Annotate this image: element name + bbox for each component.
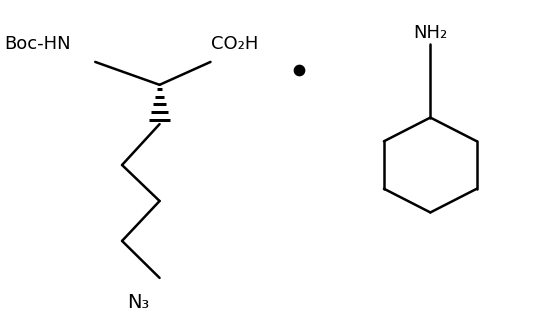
Text: NH₂: NH₂ bbox=[413, 24, 447, 42]
Text: Boc-HN: Boc-HN bbox=[4, 35, 71, 53]
Text: N₃: N₃ bbox=[127, 293, 149, 312]
Point bbox=[295, 67, 303, 73]
Text: CO₂H: CO₂H bbox=[211, 35, 258, 53]
